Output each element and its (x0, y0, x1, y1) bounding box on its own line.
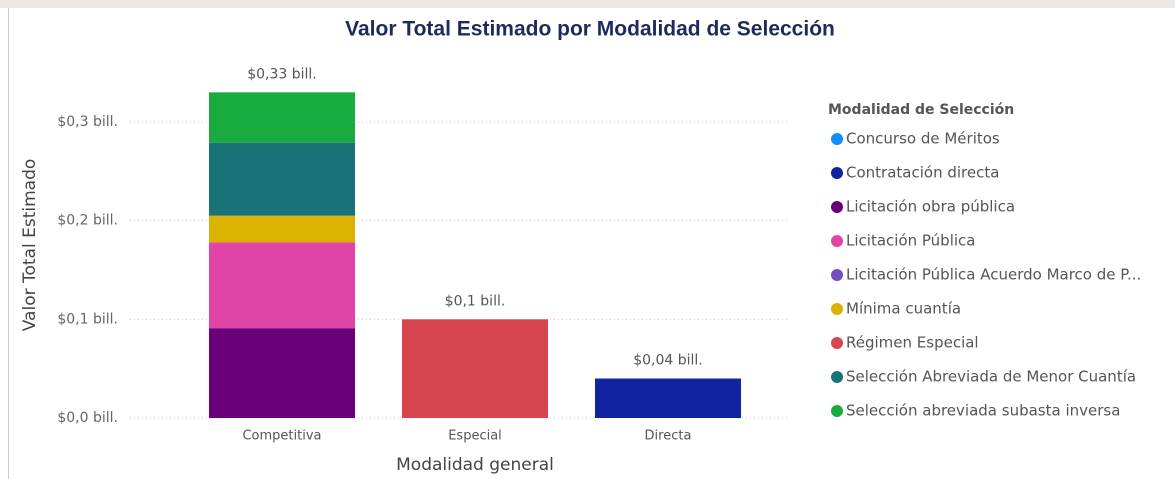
bar-segment (209, 215, 355, 243)
legend-title: Modalidad de Selección (828, 102, 1014, 118)
total-label: $0,04 bill. (633, 353, 703, 369)
x-tick-label: Especial (448, 429, 502, 444)
legend-label[interactable]: Selección Abreviada de Menor Cuantía (846, 368, 1136, 386)
legend-swatch[interactable] (831, 133, 843, 145)
y-tick-label: $0,0 bill. (57, 410, 118, 426)
legend-label[interactable]: Mínima cuantía (846, 300, 961, 318)
legend-label[interactable]: Régimen Especial (846, 334, 979, 352)
top-border (0, 0, 1175, 8)
legend-swatch[interactable] (831, 269, 843, 281)
chart-title: Valor Total Estimado por Modalidad de Se… (345, 18, 835, 41)
x-axis-label: Modalidad general (396, 455, 554, 475)
legend-swatch[interactable] (831, 201, 843, 213)
total-label: $0,1 bill. (445, 293, 506, 309)
y-tick-label: $0,2 bill. (57, 213, 118, 229)
x-tick-label: Competitiva (242, 429, 321, 444)
y-axis-label: Valor Total Estimado (20, 159, 40, 332)
legend-label[interactable]: Concurso de Méritos (846, 130, 1000, 148)
legend-swatch[interactable] (831, 303, 843, 315)
bar-segment (595, 378, 741, 418)
bar-segment (209, 92, 355, 143)
legend-swatch[interactable] (831, 405, 843, 417)
legend-label[interactable]: Licitación Pública (846, 232, 975, 250)
legend-label[interactable]: Contratación directa (846, 164, 999, 182)
legend-swatch[interactable] (831, 371, 843, 383)
legend-swatch[interactable] (831, 337, 843, 349)
legend-swatch[interactable] (831, 235, 843, 247)
bar-segment (209, 328, 355, 418)
legend-label[interactable]: Licitación obra pública (846, 198, 1015, 216)
bar-segment (402, 319, 548, 418)
y-tick-label: $0,3 bill. (57, 114, 118, 130)
x-tick-label: Directa (645, 429, 692, 444)
legend-label[interactable]: Licitación Pública Acuerdo Marco de P... (846, 266, 1141, 284)
total-label: $0,33 bill. (247, 66, 317, 82)
legend-label[interactable]: Selección abreviada subasta inversa (846, 402, 1120, 420)
bar-segment (209, 242, 355, 329)
y-tick-label: $0,1 bill. (57, 311, 118, 327)
bar-segment (209, 142, 355, 216)
legend-swatch[interactable] (831, 167, 843, 179)
